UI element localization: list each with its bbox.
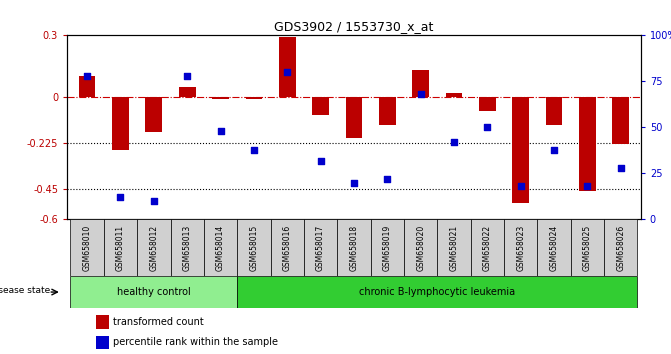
Bar — [613, 97, 629, 144]
FancyBboxPatch shape — [238, 219, 270, 276]
FancyBboxPatch shape — [370, 219, 404, 276]
FancyBboxPatch shape — [338, 219, 370, 276]
FancyBboxPatch shape — [604, 219, 637, 276]
Text: GSM658024: GSM658024 — [550, 225, 558, 271]
FancyBboxPatch shape — [504, 219, 537, 276]
Text: GSM658013: GSM658013 — [183, 225, 192, 271]
Text: GSM658012: GSM658012 — [150, 225, 158, 271]
Text: GSM658010: GSM658010 — [83, 225, 92, 271]
Text: GSM658019: GSM658019 — [383, 225, 392, 271]
FancyBboxPatch shape — [437, 219, 470, 276]
Point — [215, 128, 226, 134]
FancyBboxPatch shape — [204, 219, 238, 276]
Point — [382, 176, 393, 182]
Point — [449, 139, 460, 145]
Bar — [546, 97, 562, 125]
Bar — [346, 97, 362, 138]
Bar — [246, 97, 262, 99]
FancyBboxPatch shape — [571, 219, 604, 276]
Bar — [96, 315, 109, 329]
Bar — [513, 97, 529, 203]
Text: GSM658021: GSM658021 — [450, 225, 458, 271]
Point — [182, 73, 193, 79]
FancyBboxPatch shape — [270, 219, 304, 276]
Point — [415, 91, 426, 97]
Point — [549, 147, 560, 152]
Text: GSM658022: GSM658022 — [483, 225, 492, 271]
Bar — [96, 336, 109, 349]
Text: GSM658015: GSM658015 — [250, 225, 258, 271]
Point — [482, 125, 493, 130]
Point — [349, 180, 360, 185]
Point — [582, 183, 592, 189]
Text: healthy control: healthy control — [117, 287, 191, 297]
Bar — [212, 97, 229, 99]
Point — [615, 165, 626, 171]
Bar — [146, 97, 162, 132]
Text: chronic B-lymphocytic leukemia: chronic B-lymphocytic leukemia — [359, 287, 515, 297]
Bar — [79, 76, 95, 97]
Text: GSM658020: GSM658020 — [416, 225, 425, 271]
Point — [82, 73, 93, 79]
Point — [248, 147, 259, 152]
Point — [515, 183, 526, 189]
FancyBboxPatch shape — [70, 276, 238, 308]
Point — [148, 198, 159, 204]
Text: GSM658011: GSM658011 — [116, 225, 125, 271]
Bar — [312, 97, 329, 115]
FancyBboxPatch shape — [404, 219, 437, 276]
Text: disease state: disease state — [0, 286, 50, 295]
Title: GDS3902 / 1553730_x_at: GDS3902 / 1553730_x_at — [274, 20, 433, 33]
FancyBboxPatch shape — [104, 219, 137, 276]
FancyBboxPatch shape — [137, 219, 170, 276]
Text: transformed count: transformed count — [113, 317, 204, 327]
FancyBboxPatch shape — [470, 219, 504, 276]
FancyBboxPatch shape — [70, 219, 104, 276]
Text: GSM658025: GSM658025 — [583, 225, 592, 271]
FancyBboxPatch shape — [537, 219, 571, 276]
Bar — [579, 97, 596, 191]
FancyBboxPatch shape — [238, 276, 637, 308]
Bar — [479, 97, 496, 111]
Point — [282, 69, 293, 75]
Bar — [179, 86, 195, 97]
Bar — [412, 70, 429, 97]
Point — [115, 195, 126, 200]
Point — [315, 158, 326, 164]
FancyBboxPatch shape — [304, 219, 338, 276]
Text: GSM658026: GSM658026 — [616, 225, 625, 271]
Text: GSM658018: GSM658018 — [350, 225, 358, 271]
Bar — [379, 97, 396, 125]
Bar — [112, 97, 129, 150]
Bar — [279, 38, 296, 97]
Text: percentile rank within the sample: percentile rank within the sample — [113, 337, 278, 348]
FancyBboxPatch shape — [170, 219, 204, 276]
Text: GSM658017: GSM658017 — [316, 225, 325, 271]
Text: GSM658014: GSM658014 — [216, 225, 225, 271]
Text: GSM658016: GSM658016 — [282, 225, 292, 271]
Text: GSM658023: GSM658023 — [516, 225, 525, 271]
Bar — [446, 93, 462, 97]
